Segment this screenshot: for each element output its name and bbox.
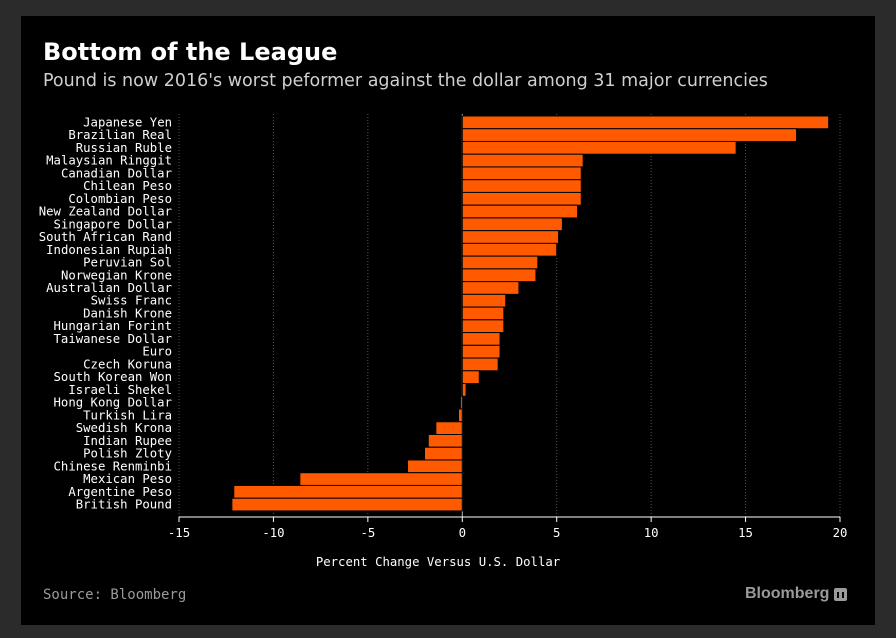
bar-7 xyxy=(461,204,578,219)
chart-subtitle: Pound is now 2016's worst peformer again… xyxy=(43,71,768,91)
bar-18 xyxy=(461,344,501,359)
category-label-20: South Korean Won xyxy=(54,370,172,384)
category-label-13: Australian Dollar xyxy=(46,281,172,295)
x-tick-label-5: 10 xyxy=(644,526,659,540)
bar-10 xyxy=(461,242,558,257)
source-note: Source: Bloomberg xyxy=(43,587,187,603)
bars xyxy=(231,115,830,512)
bar-24 xyxy=(435,421,463,436)
bar-1 xyxy=(461,128,798,142)
category-label-3: Malaysian Ringgit xyxy=(46,154,172,168)
bar-4 xyxy=(461,166,582,181)
x-tick-label-4: 5 xyxy=(553,526,560,540)
bar-14 xyxy=(461,293,507,308)
x-tick-label-2: -5 xyxy=(360,526,375,540)
category-label-30: British Pound xyxy=(76,498,172,512)
category-label-19: Czech Koruna xyxy=(83,357,172,371)
bar-21 xyxy=(461,383,467,397)
bar-30 xyxy=(231,497,463,512)
bar-23 xyxy=(458,408,463,423)
brand-logo: Bloomberg xyxy=(745,585,848,603)
category-label-2: Russian Ruble xyxy=(76,141,172,155)
category-label-23: Turkish Lira xyxy=(83,408,172,422)
bar-5 xyxy=(461,179,582,193)
category-label-22: Hong Kong Dollar xyxy=(54,396,172,410)
category-label-28: Mexican Peso xyxy=(83,472,172,486)
category-label-16: Hungarian Forint xyxy=(54,319,172,333)
category-label-21: Israeli Shekel xyxy=(68,383,172,397)
bar-2 xyxy=(461,140,737,155)
bar-17 xyxy=(461,332,501,346)
category-label-6: Colombian Peso xyxy=(68,192,172,206)
x-tick-label-7: 20 xyxy=(833,526,848,540)
bar-28 xyxy=(299,472,463,486)
bar-11 xyxy=(461,255,539,270)
x-axis: -15 -10 -5 0 5 10 15 20 xyxy=(168,516,848,540)
x-tick-label-3: 0 xyxy=(459,526,466,540)
bar-8 xyxy=(461,217,563,232)
category-label-10: Indonesian Rupiah xyxy=(46,243,172,257)
category-label-14: Swiss Franc xyxy=(91,294,172,308)
x-axis-title: Percent Change Versus U.S. Dollar xyxy=(316,555,560,569)
x-tick-label-6: 15 xyxy=(738,526,753,540)
category-label-0: Japanese Yen xyxy=(83,115,172,129)
x-tick-label-0: -15 xyxy=(168,526,190,540)
bar-3 xyxy=(461,153,584,168)
category-label-24: Swedish Krona xyxy=(76,421,172,435)
category-label-9: South African Rand xyxy=(39,230,172,244)
bar-22 xyxy=(459,395,463,410)
bar-26 xyxy=(424,446,463,461)
x-tick-label-1: -10 xyxy=(262,526,284,540)
category-label-27: Chinese Renminbi xyxy=(54,459,172,473)
category-label-29: Argentine Peso xyxy=(68,485,172,499)
category-label-5: Chilean Peso xyxy=(83,179,172,193)
category-label-18: Euro xyxy=(142,345,172,359)
category-label-4: Canadian Dollar xyxy=(61,166,172,180)
bar-9 xyxy=(461,230,560,244)
category-label-11: Peruvian Sol xyxy=(83,256,172,270)
chart-title: Bottom of the League xyxy=(43,38,338,66)
brand-name: Bloomberg xyxy=(745,585,830,602)
bar-13 xyxy=(461,281,520,295)
category-label-7: New Zealand Dollar xyxy=(39,205,172,219)
bar-12 xyxy=(461,268,537,283)
bar-25 xyxy=(427,434,463,448)
category-label-12: Norwegian Krone xyxy=(61,268,172,282)
category-label-17: Taiwanese Dollar xyxy=(54,332,172,346)
bar-16 xyxy=(461,319,505,334)
bar-20 xyxy=(461,370,480,385)
bar-15 xyxy=(461,306,505,321)
category-label-1: Brazilian Real xyxy=(68,128,172,142)
category-label-26: Polish Zloty xyxy=(83,447,172,461)
bar-0 xyxy=(461,115,830,130)
bar-19 xyxy=(461,357,499,372)
bloomberg-terminal-icon xyxy=(834,587,848,601)
category-label-15: Danish Krone xyxy=(83,306,172,320)
bar-27 xyxy=(407,459,463,474)
chart-panel: Bottom of the League Pound is now 2016's… xyxy=(21,16,875,625)
category-label-25: Indian Rupee xyxy=(83,434,172,448)
bar-6 xyxy=(461,191,582,206)
category-label-8: Singapore Dollar xyxy=(54,217,172,231)
bar-29 xyxy=(233,484,463,499)
